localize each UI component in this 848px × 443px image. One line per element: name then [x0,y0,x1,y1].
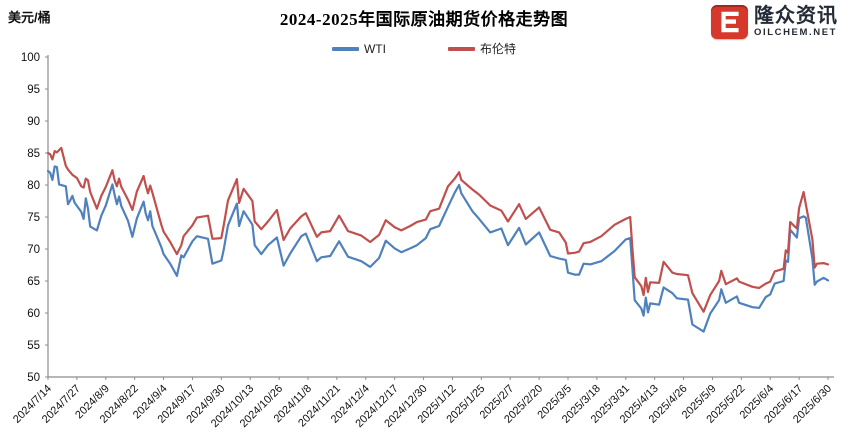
y-tick-label: 100 [21,52,40,64]
legend-item-brent: 布伦特 [447,40,516,57]
y-tick-label: 65 [27,276,40,288]
logo-site: OILCHEM.NET [754,27,838,39]
y-tick-label: 95 [27,84,40,96]
series-line-brent [46,146,830,313]
y-tick-label: 80 [27,180,40,192]
y-tick-label: 75 [27,212,40,224]
y-axis-unit-label: 美元/桶 [8,10,51,25]
y-tick-label: 85 [27,148,40,160]
oilchem-logo-text: 隆众资讯 OILCHEM.NET [754,6,838,38]
oilchem-logo: 隆众资讯 OILCHEM.NET [711,5,838,39]
y-tick-label: 60 [27,308,40,320]
y-tick-label: 55 [27,340,40,352]
chart-legend: WTI 布伦特 [0,40,848,57]
wti-line-swatch [331,46,359,51]
oilchem-logo-icon [711,5,748,39]
chart-title: 2024-2025年国际原油期货价格走势图 [279,10,569,29]
y-tick-label: 50 [27,372,40,384]
brent-legend-label: 布伦特 [479,42,516,56]
wti-legend-label: WTI [363,41,386,56]
logo-name-cn: 隆众资讯 [754,5,838,28]
oilchem-e-glyph [720,11,739,33]
y-tick-label: 90 [27,116,40,128]
legend-item-wti: WTI [331,41,386,56]
series-line-wti [46,165,830,333]
brent-line-swatch [447,46,475,51]
y-tick-label: 70 [27,244,40,256]
